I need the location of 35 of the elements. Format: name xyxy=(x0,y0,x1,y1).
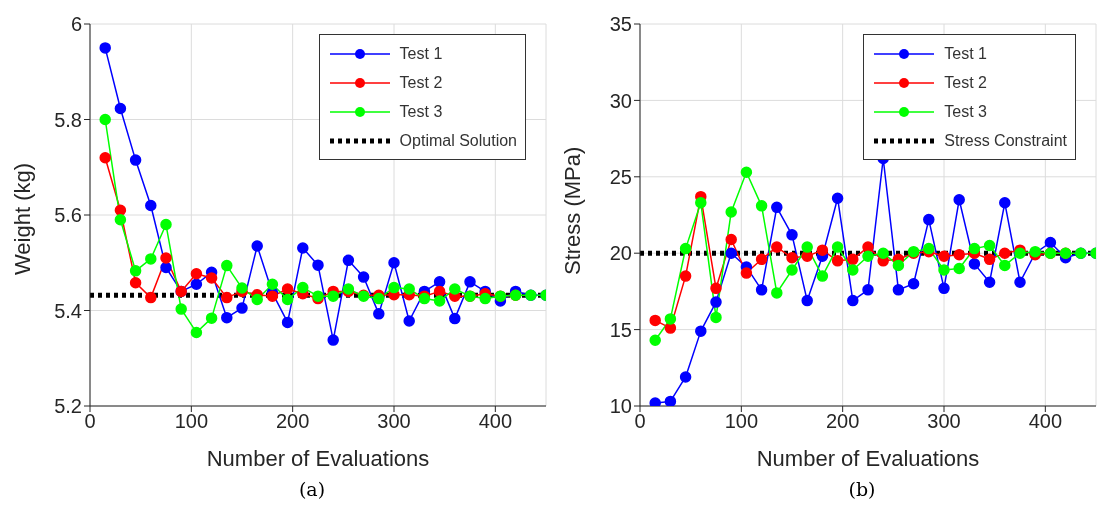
legend-label: Test 3 xyxy=(399,102,443,122)
y-axis-title: Weight (kg) xyxy=(9,162,35,275)
legend-label: Stress Constraint xyxy=(944,131,1067,151)
y-tick-label: 10 xyxy=(609,395,632,418)
y-axis-title: Stress (MPa) xyxy=(559,146,585,275)
x-tick-label: 400 xyxy=(478,410,513,433)
x-axis-title: Number of Evaluations xyxy=(756,446,980,471)
y-tick-label: 30 xyxy=(609,89,632,112)
y-tick-label: 6 xyxy=(70,13,82,36)
legend-label: Test 1 xyxy=(399,44,443,64)
x-tick-label: 200 xyxy=(825,410,860,433)
y-tick-label: 5.6 xyxy=(54,204,82,227)
x-tick-label: 400 xyxy=(1028,410,1063,433)
y-tick-label: 25 xyxy=(609,165,632,188)
x-tick-label: 100 xyxy=(724,410,759,433)
text: (b) xyxy=(848,478,876,500)
x-tick-label: 0 xyxy=(84,410,96,433)
x-tick-label: 300 xyxy=(927,410,961,433)
y-tick-label: 20 xyxy=(609,242,632,265)
y-tick-label: 5.8 xyxy=(54,108,82,131)
y-tick-label: 15 xyxy=(609,318,632,341)
legend-label: Optimal Solution xyxy=(399,131,517,151)
y-tick-label: 35 xyxy=(609,13,632,36)
x-axis-title: Number of Evaluations xyxy=(206,446,430,471)
y-tick-label: 5.2 xyxy=(54,395,82,418)
legend-label: Test 2 xyxy=(944,73,987,93)
legend-label: Test 3 xyxy=(944,102,987,122)
legend-label: Test 2 xyxy=(399,73,443,93)
x-tick-label: 300 xyxy=(377,410,411,433)
text: (a) xyxy=(298,478,326,500)
x-tick-label: 100 xyxy=(174,410,209,433)
legend-label: Test 1 xyxy=(944,44,987,64)
x-tick-label: 200 xyxy=(275,410,310,433)
x-tick-label: 0 xyxy=(634,410,646,433)
y-tick-label: 5.4 xyxy=(54,299,82,322)
